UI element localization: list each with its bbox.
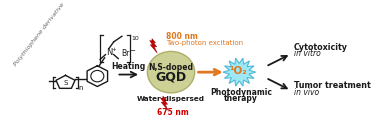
Text: 675 nm: 675 nm <box>157 108 189 117</box>
Text: therapy: therapy <box>224 94 258 103</box>
Circle shape <box>147 51 195 93</box>
Text: in vivo: in vivo <box>294 88 319 97</box>
Text: N: N <box>106 48 112 57</box>
Text: Photodynamic: Photodynamic <box>210 88 272 97</box>
Polygon shape <box>161 96 168 110</box>
Text: in vitro: in vitro <box>294 49 321 58</box>
Text: Br: Br <box>121 48 130 58</box>
Polygon shape <box>223 58 256 86</box>
Text: ¹O₂: ¹O₂ <box>229 66 247 76</box>
Text: GQD: GQD <box>155 70 187 83</box>
Text: N,S-doped: N,S-doped <box>149 63 194 72</box>
Text: −: − <box>129 48 135 54</box>
Text: S: S <box>63 80 68 86</box>
Text: Two-photon excitation: Two-photon excitation <box>166 40 243 46</box>
Text: Cytotoxicity: Cytotoxicity <box>294 43 348 52</box>
Text: 10: 10 <box>131 36 139 41</box>
Text: Tumor treatment: Tumor treatment <box>294 81 370 90</box>
Text: Heating: Heating <box>111 62 146 71</box>
Text: n: n <box>78 85 83 91</box>
Text: 800 nm: 800 nm <box>166 32 197 41</box>
Text: Polythiophene derivative: Polythiophene derivative <box>13 1 65 67</box>
Polygon shape <box>150 39 157 53</box>
Text: +: + <box>112 47 116 52</box>
Text: Water-dispersed: Water-dispersed <box>137 96 205 102</box>
